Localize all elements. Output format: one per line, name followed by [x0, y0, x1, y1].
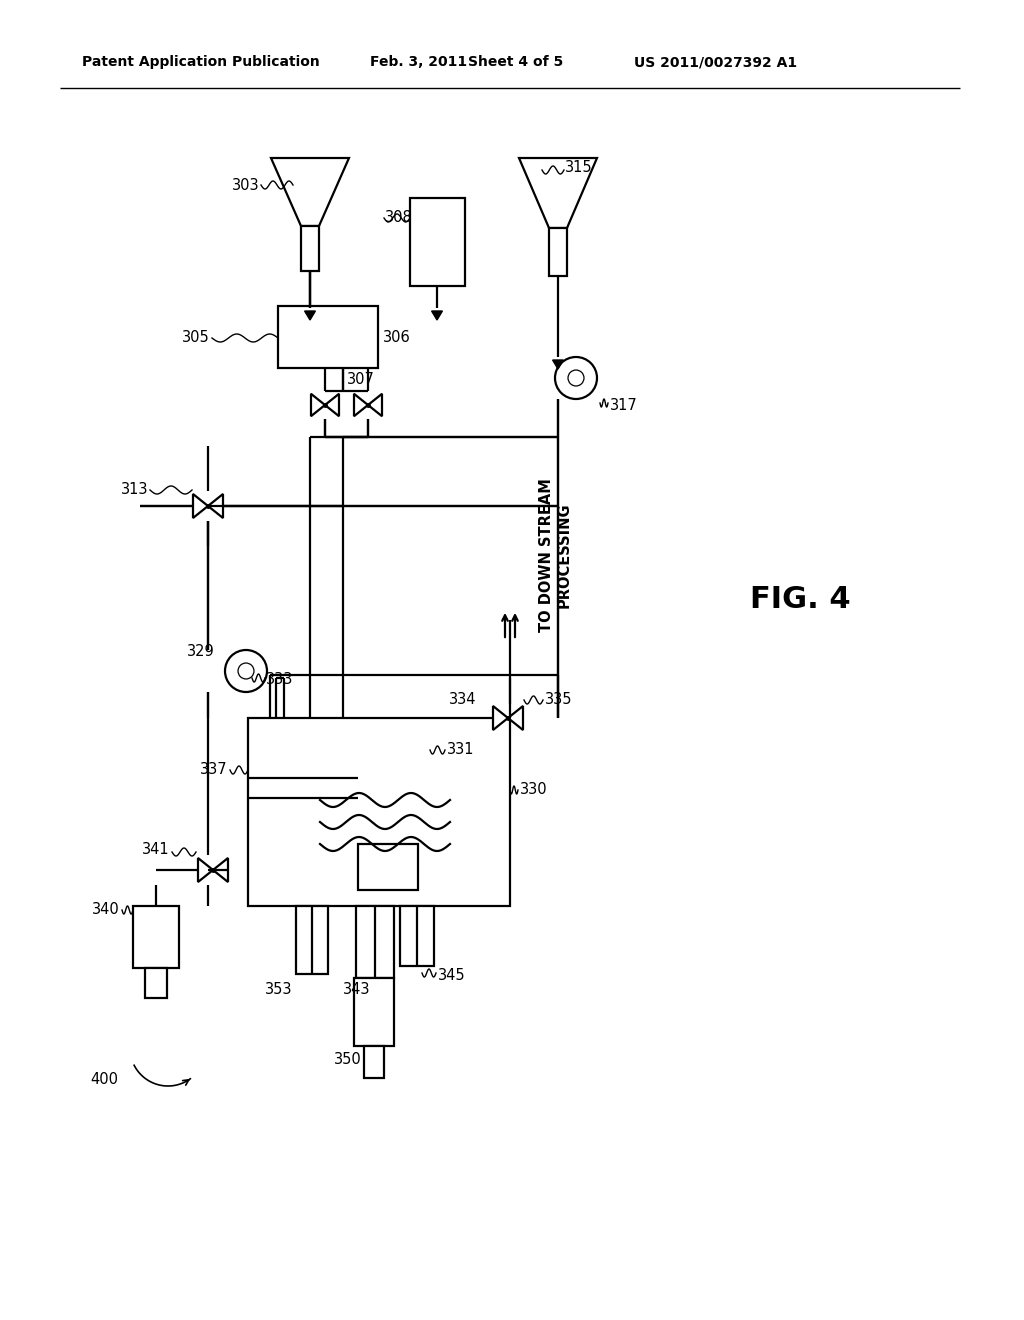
Polygon shape [311, 393, 325, 416]
Text: US 2011/0027392 A1: US 2011/0027392 A1 [634, 55, 797, 69]
Text: 313: 313 [121, 483, 148, 498]
Text: 350: 350 [334, 1052, 362, 1068]
Polygon shape [553, 360, 563, 370]
Polygon shape [368, 393, 382, 416]
Bar [296, 906, 328, 974]
Text: 303: 303 [232, 177, 260, 193]
Text: 333: 333 [266, 672, 293, 688]
Polygon shape [325, 393, 339, 416]
Polygon shape [271, 158, 349, 226]
Bar [278, 306, 378, 368]
Polygon shape [213, 858, 228, 882]
Text: 305: 305 [182, 330, 210, 346]
Text: 337: 337 [201, 763, 228, 777]
Polygon shape [193, 494, 208, 517]
Polygon shape [431, 312, 442, 319]
Text: 331: 331 [447, 742, 474, 758]
Text: Patent Application Publication: Patent Application Publication [82, 55, 319, 69]
Text: 341: 341 [142, 842, 170, 858]
Text: 308: 308 [385, 210, 413, 226]
Bar [549, 228, 567, 276]
Text: 345: 345 [438, 968, 466, 982]
Text: 306: 306 [383, 330, 411, 346]
Bar [364, 1045, 384, 1078]
Polygon shape [198, 858, 213, 882]
Text: 330: 330 [520, 783, 548, 797]
Text: 400: 400 [90, 1072, 118, 1088]
Polygon shape [508, 706, 523, 730]
Text: Sheet 4 of 5: Sheet 4 of 5 [468, 55, 563, 69]
Bar [354, 978, 394, 1045]
Bar [400, 906, 434, 966]
Text: 315: 315 [565, 161, 593, 176]
Text: 353: 353 [264, 982, 292, 998]
Polygon shape [519, 158, 597, 228]
Text: 340: 340 [92, 903, 120, 917]
Polygon shape [493, 706, 508, 730]
Bar [301, 226, 319, 271]
Text: 329: 329 [187, 644, 215, 660]
Bar [133, 906, 179, 968]
Text: 334: 334 [449, 693, 476, 708]
Bar [410, 198, 465, 286]
Text: Feb. 3, 2011: Feb. 3, 2011 [370, 55, 467, 69]
Polygon shape [208, 494, 223, 517]
Text: 307: 307 [347, 372, 375, 388]
Polygon shape [304, 312, 315, 319]
Text: 335: 335 [545, 693, 572, 708]
Text: 343: 343 [342, 982, 370, 998]
Text: 317: 317 [610, 397, 638, 412]
Bar [358, 843, 418, 890]
Text: FIG. 4: FIG. 4 [750, 586, 850, 615]
Bar [145, 968, 167, 998]
Bar [248, 718, 510, 906]
Polygon shape [354, 393, 368, 416]
Bar [356, 906, 394, 978]
Text: TO DOWN STREAM
PROCESSING: TO DOWN STREAM PROCESSING [539, 478, 571, 632]
